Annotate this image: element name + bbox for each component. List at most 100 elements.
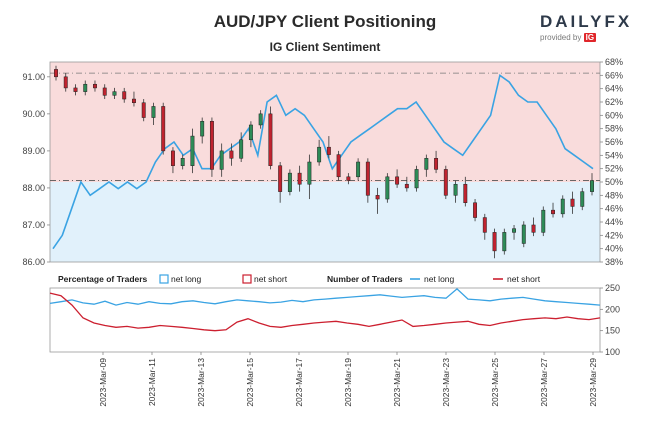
sentiment-tick-label: 58% bbox=[605, 124, 623, 134]
candle-up bbox=[83, 83, 88, 92]
candle-down bbox=[209, 121, 214, 170]
candle-down bbox=[122, 91, 127, 100]
x-tick-label: 2023-Mar-09 bbox=[98, 358, 108, 407]
candle-up bbox=[287, 172, 292, 192]
legend-num-title: Number of Traders bbox=[327, 274, 403, 284]
candle-down bbox=[463, 183, 468, 203]
sentiment-tick-label: 48% bbox=[605, 190, 623, 200]
legend-num-net-short-label: net short bbox=[507, 274, 541, 284]
candle-up bbox=[356, 161, 361, 178]
candle-down bbox=[278, 165, 283, 192]
candle-up bbox=[502, 232, 507, 252]
sentiment-tick-label: 44% bbox=[605, 217, 623, 227]
candle-up bbox=[307, 161, 312, 185]
count-tick-label: 100 bbox=[605, 347, 620, 357]
candle-down bbox=[297, 172, 302, 185]
candle-up bbox=[219, 150, 224, 170]
candle-down bbox=[326, 146, 331, 155]
candle-down bbox=[531, 224, 536, 233]
candle-down bbox=[73, 87, 78, 92]
candle-up bbox=[541, 209, 546, 233]
sentiment-tick-label: 46% bbox=[605, 204, 623, 214]
candle-down bbox=[268, 113, 273, 166]
candle-up bbox=[317, 146, 322, 163]
price-tick-label: 91.00 bbox=[22, 72, 45, 82]
candle-down bbox=[141, 102, 146, 118]
candle-down bbox=[93, 83, 97, 89]
count-tick-label: 150 bbox=[605, 326, 620, 336]
sentiment-tick-label: 62% bbox=[605, 97, 623, 107]
sentiment-tick-label: 60% bbox=[605, 110, 623, 120]
legend-net-long-label: net long bbox=[171, 274, 202, 284]
candle-down bbox=[161, 106, 166, 152]
brand-wordmark: DAILYFX bbox=[540, 12, 633, 31]
candle-down bbox=[570, 198, 575, 207]
candle-down bbox=[492, 232, 497, 252]
candle-down bbox=[473, 202, 478, 218]
candle-up bbox=[414, 169, 419, 189]
upper-panel-frame bbox=[49, 61, 601, 263]
candle-down bbox=[434, 158, 439, 170]
candle-down bbox=[365, 161, 370, 196]
price-tick-label: 88.00 bbox=[22, 183, 45, 193]
candle-up bbox=[512, 228, 516, 233]
sentiment-tick-label: 68% bbox=[605, 57, 623, 67]
candle-up bbox=[200, 121, 205, 137]
candle-up bbox=[239, 139, 244, 159]
candle-up bbox=[385, 176, 390, 200]
count-net-long-line bbox=[49, 288, 601, 306]
price-tick-label: 90.00 bbox=[22, 109, 45, 119]
chart-subtitle: IG Client Sentiment bbox=[269, 40, 381, 54]
candle-up bbox=[180, 158, 185, 166]
chart-title: AUD/JPY Client Positioning bbox=[213, 12, 437, 31]
x-tick-label: 2023-Mar-19 bbox=[343, 358, 353, 407]
price-tick-label: 89.00 bbox=[22, 146, 45, 156]
sentiment-tick-label: 66% bbox=[605, 70, 623, 80]
legend-net-short-label: net short bbox=[254, 274, 288, 284]
legend-net-short-swatch bbox=[242, 274, 252, 284]
legend-num-net-long-label: net long bbox=[424, 274, 455, 284]
count-tick-label: 250 bbox=[605, 283, 620, 293]
brand-tagline-text: provided by bbox=[540, 33, 582, 42]
candle-down bbox=[229, 150, 234, 159]
legend-pct-title: Percentage of Traders bbox=[58, 274, 148, 284]
long-zone-bg bbox=[50, 182, 600, 262]
short-zone-bg bbox=[50, 62, 600, 182]
net-long-pct-line bbox=[52, 73, 594, 250]
candle-down bbox=[336, 154, 341, 178]
x-tick-label: 2023-Mar-27 bbox=[539, 358, 549, 407]
candle-down bbox=[132, 98, 136, 103]
candle-up bbox=[453, 183, 458, 196]
legend-net-long-swatch bbox=[159, 274, 169, 284]
candle-down bbox=[443, 169, 448, 196]
candle-up bbox=[258, 113, 263, 126]
x-tick-label: 2023-Mar-21 bbox=[392, 358, 402, 407]
brand-logo: DAILYFX provided by IG bbox=[540, 12, 630, 42]
brand-tagline: provided by IG bbox=[540, 33, 630, 42]
candle-down bbox=[404, 183, 409, 189]
candle-down bbox=[482, 217, 487, 233]
x-tick-label: 2023-Mar-23 bbox=[441, 358, 451, 407]
sentiment-tick-label: 56% bbox=[605, 137, 623, 147]
candle-down bbox=[54, 69, 58, 78]
price-tick-label: 87.00 bbox=[22, 220, 45, 230]
x-tick-label: 2023-Mar-25 bbox=[490, 358, 500, 407]
x-tick-label: 2023-Mar-13 bbox=[196, 358, 206, 407]
price-tick-label: 86.00 bbox=[22, 257, 45, 267]
sentiment-tick-label: 42% bbox=[605, 230, 623, 240]
x-tick-label: 2023-Mar-11 bbox=[147, 358, 157, 406]
candle-down bbox=[63, 76, 68, 89]
candle-up bbox=[424, 158, 429, 170]
candle-up bbox=[590, 180, 594, 192]
sentiment-tick-label: 64% bbox=[605, 84, 623, 94]
candle-down bbox=[551, 209, 555, 215]
sentiment-tick-label: 54% bbox=[605, 150, 623, 160]
candle-up bbox=[190, 135, 195, 166]
candle-up bbox=[580, 191, 585, 207]
candle-up bbox=[521, 224, 526, 244]
candle-up bbox=[560, 198, 565, 215]
candle-up bbox=[248, 124, 253, 141]
sentiment-tick-label: 40% bbox=[605, 244, 623, 254]
sentiment-tick-label: 38% bbox=[605, 257, 623, 267]
